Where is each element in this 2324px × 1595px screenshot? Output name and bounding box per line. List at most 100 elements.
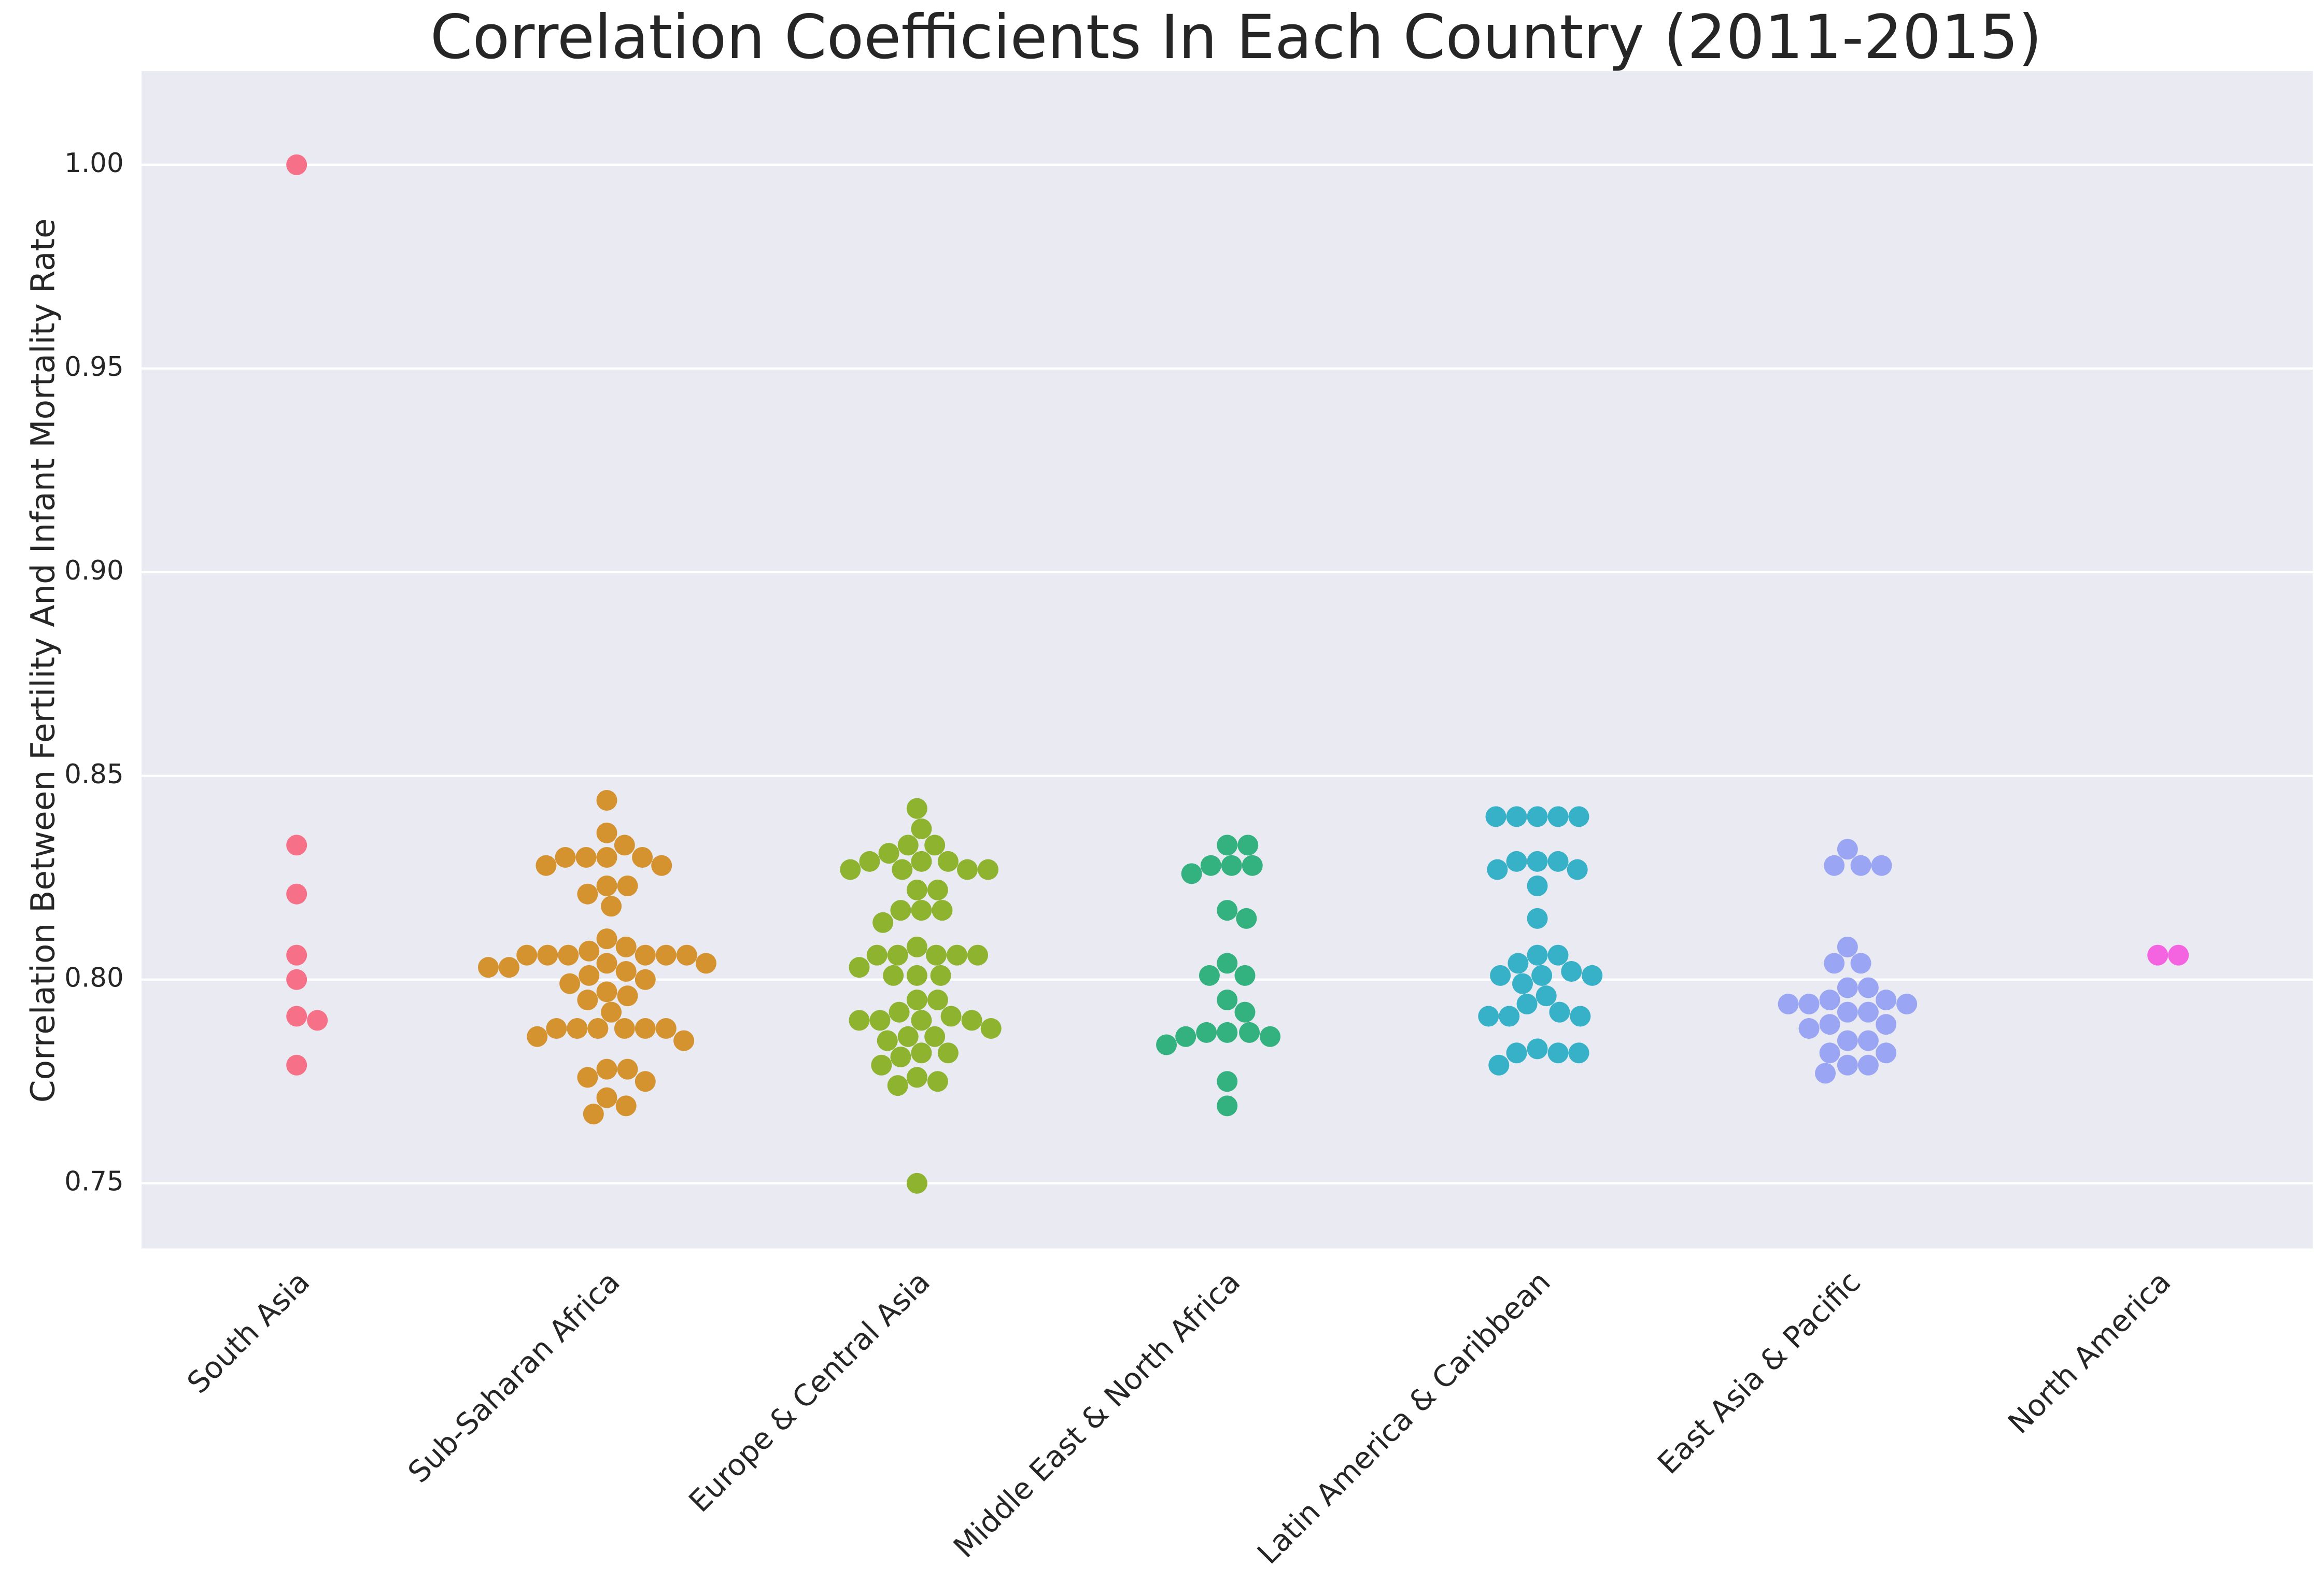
point bbox=[635, 1018, 656, 1039]
point bbox=[924, 1026, 946, 1047]
point bbox=[1527, 944, 1548, 966]
point bbox=[615, 936, 637, 957]
point bbox=[596, 875, 617, 896]
point bbox=[1876, 1042, 1897, 1064]
point bbox=[978, 859, 999, 880]
point bbox=[1837, 839, 1858, 860]
point bbox=[676, 944, 697, 966]
point bbox=[1506, 806, 1527, 827]
point bbox=[1582, 965, 1603, 986]
point bbox=[1837, 977, 1858, 998]
point bbox=[635, 969, 656, 990]
point bbox=[840, 859, 861, 880]
x-tick-label: Europe & Central Asia bbox=[682, 1265, 936, 1519]
point bbox=[957, 859, 978, 880]
point bbox=[601, 896, 622, 917]
point bbox=[1857, 977, 1879, 998]
point bbox=[871, 1054, 892, 1076]
point bbox=[1217, 835, 1238, 856]
point bbox=[906, 879, 927, 900]
point bbox=[558, 944, 579, 966]
point bbox=[1857, 1001, 1879, 1023]
point bbox=[2147, 944, 2168, 966]
point bbox=[1567, 859, 1588, 880]
point bbox=[849, 1010, 870, 1031]
y-tick-label: 0.75 bbox=[64, 1166, 123, 1197]
point bbox=[527, 1026, 548, 1047]
point bbox=[940, 1006, 962, 1027]
point bbox=[577, 990, 598, 1011]
point bbox=[911, 1042, 932, 1064]
x-tick-label: Latin America & Caribbean bbox=[1251, 1265, 1557, 1571]
point bbox=[286, 835, 307, 856]
point bbox=[937, 851, 959, 872]
point bbox=[1506, 1042, 1527, 1064]
point bbox=[1217, 990, 1238, 1011]
point bbox=[635, 944, 656, 966]
y-tick-label: 0.90 bbox=[64, 555, 123, 586]
point bbox=[1199, 965, 1220, 986]
point bbox=[1896, 993, 1918, 1014]
point bbox=[866, 944, 888, 966]
point bbox=[596, 846, 617, 868]
point bbox=[930, 965, 951, 986]
x-tick-label: Sub-Saharan Africa bbox=[402, 1265, 627, 1490]
point bbox=[1871, 855, 1892, 876]
point bbox=[878, 843, 899, 864]
point bbox=[516, 944, 538, 966]
point bbox=[546, 1018, 567, 1039]
x-tick-label: North America bbox=[2002, 1265, 2177, 1441]
point bbox=[614, 835, 635, 856]
point bbox=[1570, 1006, 1591, 1027]
point bbox=[536, 855, 557, 876]
point bbox=[596, 953, 617, 974]
point bbox=[286, 883, 307, 905]
point bbox=[1837, 1054, 1858, 1076]
point bbox=[1516, 993, 1538, 1014]
point bbox=[967, 944, 989, 966]
point bbox=[1876, 990, 1897, 1011]
point bbox=[575, 846, 597, 868]
point bbox=[926, 944, 947, 966]
point bbox=[887, 944, 908, 966]
point bbox=[911, 900, 932, 921]
point bbox=[897, 835, 919, 856]
point bbox=[1527, 851, 1548, 872]
point bbox=[1824, 855, 1845, 876]
point bbox=[911, 1010, 932, 1031]
point bbox=[889, 1001, 910, 1023]
point bbox=[615, 1095, 637, 1117]
point bbox=[1536, 985, 1557, 1007]
point bbox=[577, 883, 598, 905]
point bbox=[477, 957, 499, 978]
point bbox=[1568, 806, 1589, 827]
x-tick-label: East Asia & Pacific bbox=[1651, 1265, 1867, 1481]
point bbox=[596, 1087, 617, 1108]
point bbox=[615, 961, 637, 982]
point bbox=[927, 1071, 948, 1092]
point bbox=[1512, 973, 1533, 994]
point bbox=[1527, 908, 1548, 929]
point bbox=[1547, 1042, 1569, 1064]
point bbox=[911, 851, 932, 872]
point bbox=[1819, 1042, 1840, 1064]
point bbox=[906, 936, 927, 957]
point bbox=[906, 798, 927, 819]
point bbox=[579, 940, 600, 962]
y-tick-label: 0.80 bbox=[64, 963, 123, 994]
point bbox=[932, 900, 953, 921]
point bbox=[1242, 855, 1263, 876]
point bbox=[1876, 1014, 1897, 1035]
point bbox=[1236, 908, 1257, 929]
point bbox=[1217, 1071, 1238, 1092]
point bbox=[1837, 1001, 1858, 1023]
point bbox=[1239, 1022, 1260, 1043]
point bbox=[980, 1018, 1002, 1039]
point bbox=[559, 973, 581, 994]
point bbox=[1837, 1030, 1858, 1051]
point bbox=[1499, 1006, 1520, 1027]
point bbox=[1217, 953, 1238, 974]
x-tick-label: Middle East & North Africa bbox=[947, 1265, 1247, 1564]
point bbox=[1850, 855, 1871, 876]
point bbox=[1156, 1034, 1177, 1055]
